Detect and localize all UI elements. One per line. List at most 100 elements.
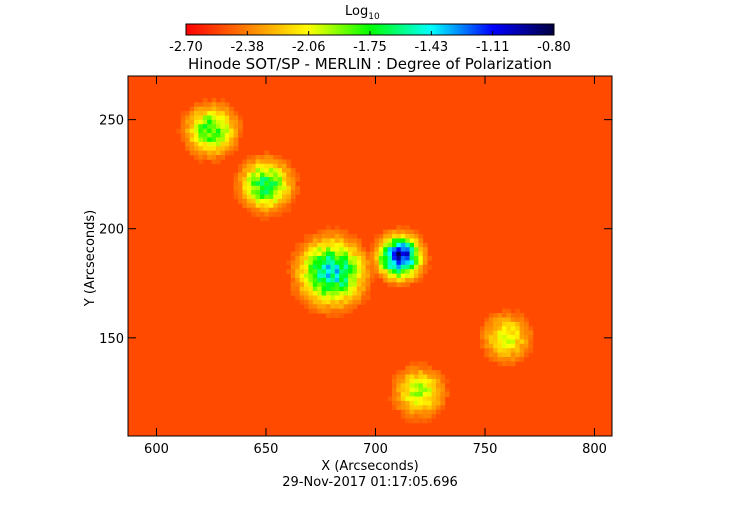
heatmap-cell <box>334 247 340 253</box>
heatmap-cell <box>515 308 520 314</box>
heatmap-cell <box>414 234 419 239</box>
heatmap-cell <box>224 137 230 143</box>
heatmap-cell <box>436 370 441 375</box>
heatmap-cell <box>431 405 437 411</box>
heatmap-cell <box>431 370 437 375</box>
heatmap-cell <box>304 256 309 261</box>
heatmap-cell <box>436 400 441 406</box>
heatmap-cell <box>264 168 270 173</box>
heatmap-cell <box>295 264 300 270</box>
heatmap-cell <box>308 242 314 248</box>
heatmap-cell <box>277 163 283 169</box>
heatmap-cell <box>255 207 261 213</box>
heatmap-cell <box>220 102 226 108</box>
heatmap-cell <box>484 343 490 349</box>
heatmap-cell <box>330 238 336 244</box>
heatmap-cell <box>524 317 529 323</box>
heatmap-cell <box>436 396 441 402</box>
heatmap-cell <box>295 295 300 301</box>
heatmap-cell <box>436 405 441 411</box>
heatmap-cell <box>370 242 375 248</box>
heatmap-cell <box>383 260 388 266</box>
heatmap-cell <box>343 299 349 305</box>
heatmap-cell <box>198 133 204 138</box>
heatmap-cell <box>295 273 300 279</box>
heatmap-cell <box>422 378 428 384</box>
heatmap-cell <box>440 405 446 411</box>
heatmap-cell <box>396 225 402 231</box>
heatmap-cell <box>343 291 349 296</box>
heatmap-cell <box>348 256 353 261</box>
heatmap-cell <box>396 400 402 406</box>
heatmap-cell <box>277 172 283 178</box>
heatmap-cell <box>343 234 349 239</box>
heatmap-cell <box>286 260 292 266</box>
heatmap-cell <box>312 242 318 248</box>
heatmap-cell <box>211 155 217 160</box>
heatmap-cell <box>185 128 190 134</box>
heatmap-cell <box>224 128 230 134</box>
heatmap-cell <box>378 273 384 279</box>
heatmap-cell <box>290 264 296 270</box>
heatmap-cell <box>321 291 327 296</box>
heatmap-cell <box>387 277 393 283</box>
heatmap-cell <box>515 335 520 340</box>
heatmap-cell <box>409 260 415 266</box>
heatmap-cell <box>334 286 340 292</box>
heatmap-cell <box>493 321 498 327</box>
heatmap-cell <box>189 111 195 116</box>
heatmap-cell <box>348 282 353 288</box>
heatmap-cell <box>251 168 256 173</box>
heatmap-cell <box>484 348 490 353</box>
heatmap-cell <box>405 234 410 239</box>
heatmap-cell <box>238 181 243 187</box>
heatmap-cell <box>348 308 353 314</box>
heatmap-cell <box>422 400 428 406</box>
heatmap-cell <box>326 251 331 257</box>
heatmap-cell <box>260 198 265 204</box>
heatmap-cell <box>251 159 256 165</box>
heatmap-cell <box>299 242 305 248</box>
heatmap-cell <box>286 269 292 274</box>
heatmap-cell <box>308 304 314 310</box>
heatmap-cell <box>387 282 393 288</box>
heatmap-cell <box>229 141 234 147</box>
heatmap-cell <box>246 203 252 209</box>
heatmap-cell <box>339 234 344 239</box>
heatmap-cell <box>268 168 274 173</box>
heatmap-cell <box>528 343 534 349</box>
heatmap-cell <box>387 247 393 253</box>
heatmap-cell <box>356 264 362 270</box>
heatmap-cell <box>392 405 397 411</box>
heatmap-cell <box>515 356 520 362</box>
y-axis-label: Y (Arcseconds) <box>83 210 98 307</box>
heatmap-cell <box>295 176 300 182</box>
heatmap-cell <box>198 159 204 165</box>
heatmap-cell <box>330 269 336 274</box>
heatmap-cell <box>339 269 344 274</box>
heatmap-cell <box>220 119 226 125</box>
heatmap-cell <box>216 150 221 156</box>
heatmap-cell <box>229 150 234 156</box>
heatmap-cell <box>524 343 529 349</box>
heatmap-cell <box>339 277 344 283</box>
heatmap-cell <box>422 396 428 402</box>
heatmap-cell <box>286 176 292 182</box>
heatmap-cell <box>273 163 278 169</box>
heatmap-cell <box>409 251 415 257</box>
heatmap-cell <box>233 181 239 187</box>
heatmap-cell <box>286 190 292 195</box>
heatmap-cell <box>334 242 340 248</box>
heatmap-cell <box>356 242 362 248</box>
colorbar-tick-label: -2.38 <box>231 40 265 55</box>
heatmap-cell <box>484 339 490 345</box>
heatmap-cell <box>242 163 248 169</box>
heatmap-cell <box>343 295 349 301</box>
heatmap-cell <box>220 133 226 138</box>
heatmap-cell <box>431 396 437 402</box>
heatmap-cell <box>238 115 243 121</box>
heatmap-cell <box>317 260 322 266</box>
heatmap-cell <box>409 409 415 415</box>
heatmap-cell <box>348 286 353 292</box>
heatmap-cell <box>497 348 503 353</box>
